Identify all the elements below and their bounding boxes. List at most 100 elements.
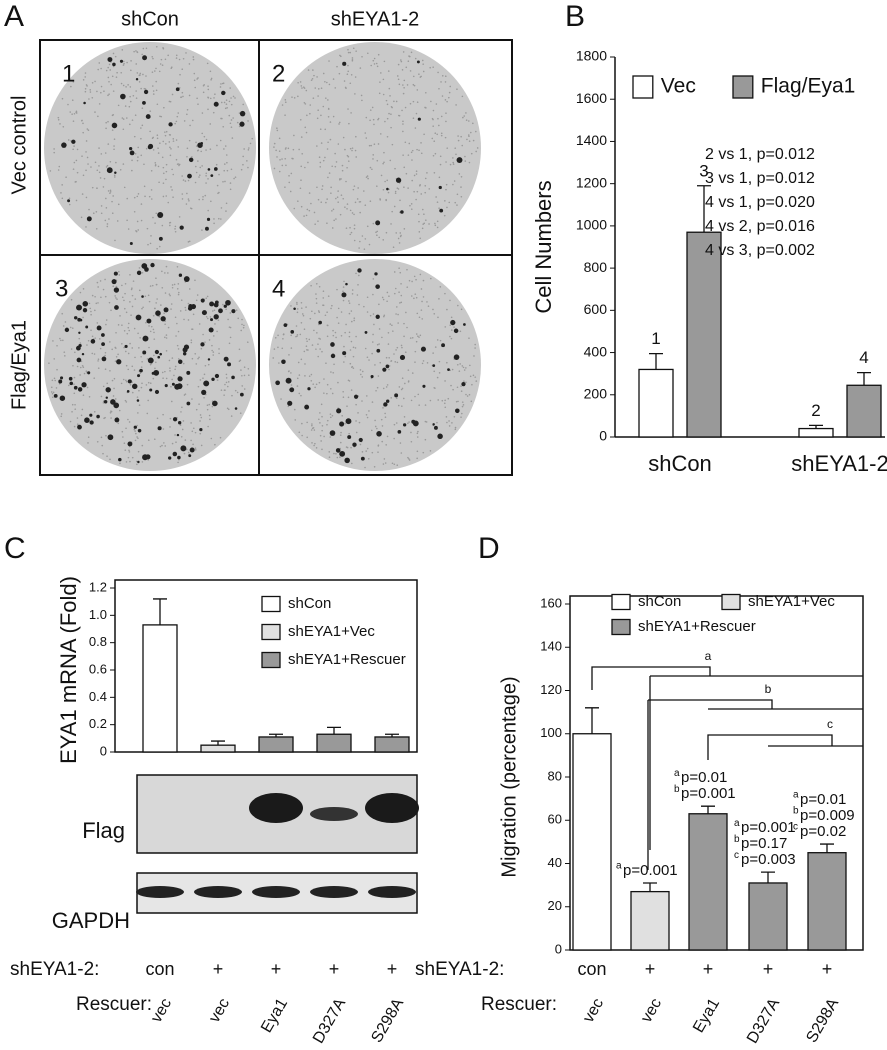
speck (322, 297, 325, 299)
y-tick-label: 200 (584, 385, 608, 401)
speck (347, 51, 350, 54)
speck (99, 280, 102, 282)
speck (114, 176, 116, 178)
speck (364, 204, 367, 207)
speck (149, 110, 152, 112)
speck (135, 460, 138, 463)
speck (424, 404, 427, 406)
speck (457, 135, 459, 137)
speck (299, 187, 302, 190)
speck (102, 186, 105, 188)
speck (444, 406, 447, 409)
speck (68, 203, 71, 206)
y-tick-label: 1000 (576, 217, 607, 233)
speck (138, 404, 141, 406)
speck (177, 82, 180, 85)
speck (349, 233, 352, 236)
colony (383, 402, 388, 407)
speck (127, 418, 129, 421)
speck (326, 81, 328, 84)
speck (373, 465, 376, 468)
speck (89, 307, 92, 310)
colony (96, 325, 102, 331)
speck (117, 324, 120, 326)
speck (319, 161, 322, 164)
speck (85, 169, 87, 172)
speck (440, 81, 442, 83)
speck (114, 360, 117, 362)
speck (138, 81, 141, 83)
speck (190, 422, 192, 424)
speck (312, 383, 315, 385)
speck (205, 297, 208, 300)
speck (223, 163, 226, 165)
speck (332, 208, 335, 211)
speck (172, 138, 175, 140)
speck (416, 148, 418, 151)
speck (246, 160, 248, 162)
speck (444, 75, 447, 78)
speck (416, 436, 419, 438)
speck (412, 100, 415, 103)
speck (449, 324, 452, 327)
speck (423, 213, 425, 215)
speck (393, 292, 396, 295)
speck (372, 333, 374, 336)
speck (315, 297, 318, 300)
colony (375, 220, 381, 226)
speck (106, 164, 109, 167)
speck (393, 423, 396, 426)
speck (456, 204, 458, 206)
speck (96, 187, 98, 189)
speck (220, 83, 222, 85)
p-value: p=0.001 (741, 819, 796, 836)
speck (306, 114, 308, 117)
speck (124, 399, 127, 402)
speck (382, 188, 385, 191)
speck (402, 130, 404, 133)
row-value: + (329, 959, 340, 979)
speck (208, 339, 211, 341)
speck (126, 219, 128, 222)
speck (373, 63, 376, 65)
colony (59, 395, 66, 401)
speck (432, 308, 434, 311)
speck (310, 379, 313, 382)
colony (127, 441, 133, 447)
speck (452, 163, 455, 165)
speck (90, 313, 92, 316)
speck (424, 420, 427, 423)
colony (364, 331, 368, 334)
speck (164, 323, 166, 326)
speck (449, 85, 452, 88)
speck (370, 144, 372, 147)
speck (434, 346, 437, 348)
speck (288, 174, 290, 177)
colony (58, 379, 63, 384)
speck (330, 416, 332, 419)
speck (109, 189, 112, 192)
speck (296, 308, 299, 310)
speck (178, 458, 180, 461)
speck (85, 84, 88, 86)
speck (449, 163, 452, 166)
colony (136, 270, 142, 276)
speck (285, 147, 287, 149)
colony (285, 377, 292, 384)
speck (141, 307, 143, 310)
speck (218, 191, 220, 194)
speck (394, 287, 397, 290)
speck (407, 422, 409, 425)
speck (422, 279, 425, 282)
speck (132, 280, 135, 282)
speck (373, 143, 376, 146)
speck (336, 196, 339, 198)
speck (150, 235, 152, 237)
speck (96, 440, 99, 443)
speck (351, 293, 354, 295)
colony (213, 167, 218, 171)
speck (425, 107, 427, 109)
speck (294, 419, 297, 421)
colony (147, 144, 153, 150)
speck (300, 165, 303, 168)
